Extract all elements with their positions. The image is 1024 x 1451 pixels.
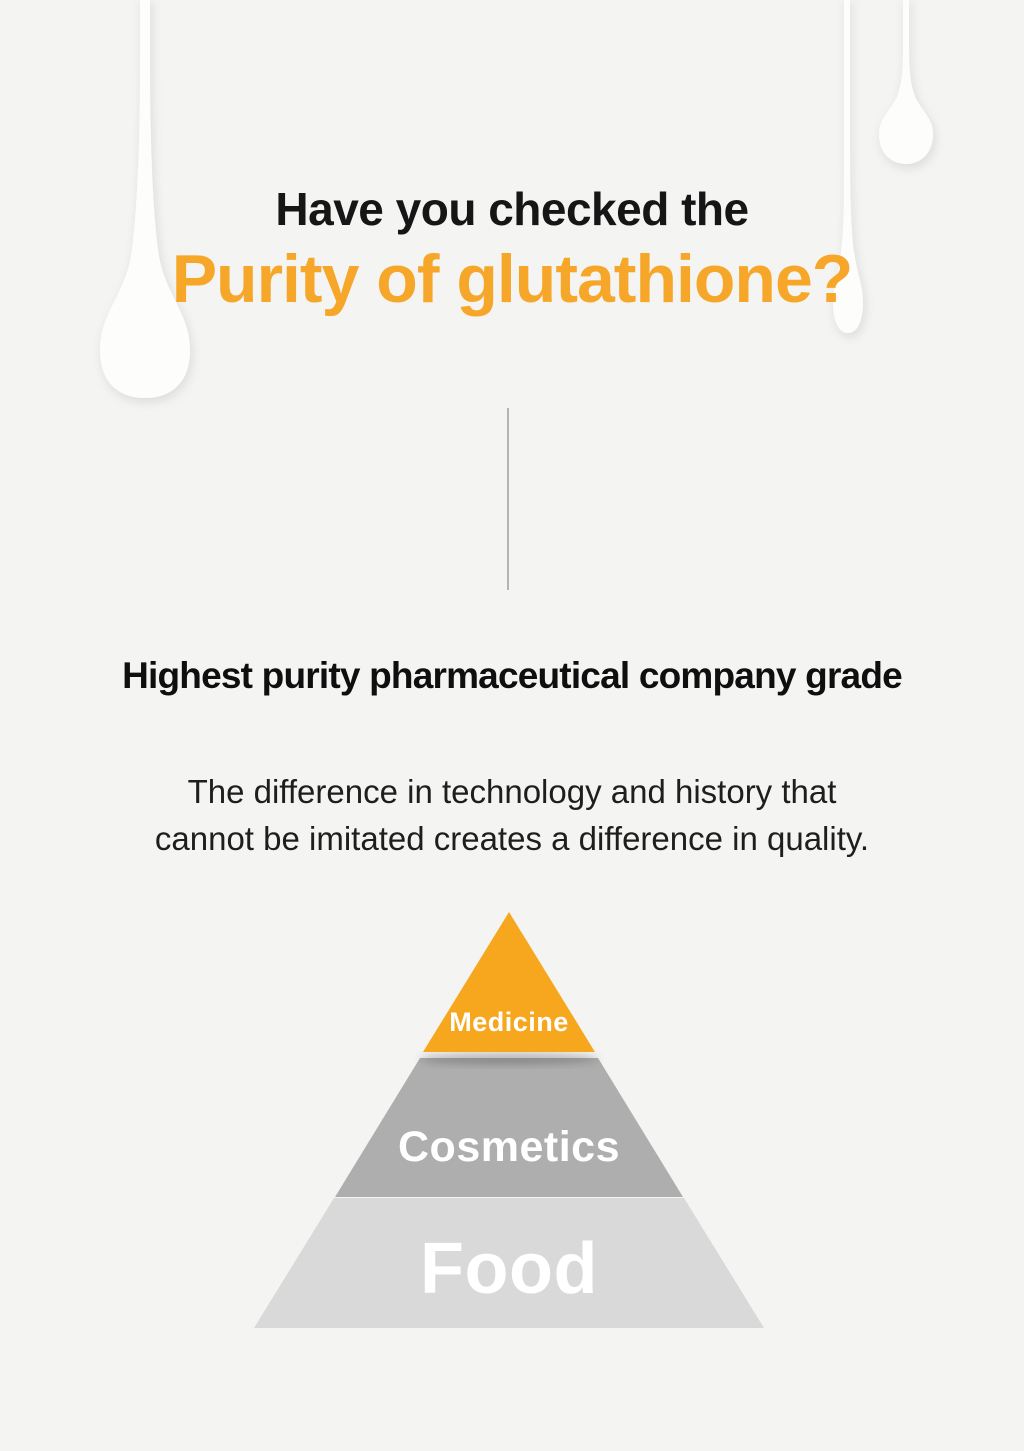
section-heading: Highest purity pharmaceutical company gr… [122, 655, 903, 696]
headline-line2: Purity of glutathione? [171, 241, 854, 317]
section-body-line2: cannot be imitated creates a difference … [154, 820, 870, 857]
pyramid-tier-food [254, 1198, 764, 1328]
vertical-divider [507, 408, 509, 590]
headline-line1: Have you checked the [275, 183, 749, 235]
pyramid-label-medicine: Medicine [449, 1007, 569, 1037]
pyramid-tip-shadow [419, 1053, 599, 1065]
pyramid-tier-medicine [423, 912, 595, 1052]
pyramid-label-cosmetics: Cosmetics [398, 1123, 620, 1171]
pyramid-shape [254, 912, 764, 1328]
section-body-line1: The difference in technology and history… [187, 773, 837, 810]
section-body: The difference in technology and history… [0, 768, 1024, 862]
grade-pyramid-diagram: Medicine Cosmetics Food [254, 912, 764, 1328]
pyramid-tier-cosmetics [335, 1058, 683, 1197]
pyramid-label-food: Food [420, 1229, 598, 1309]
right-small-liquid-drop-icon [879, 0, 933, 164]
